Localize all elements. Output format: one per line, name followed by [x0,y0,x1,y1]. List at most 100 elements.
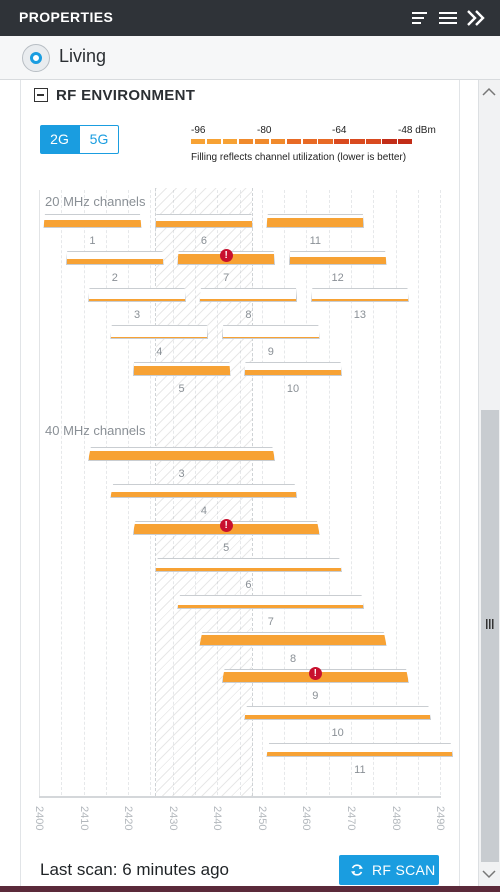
channel-utilization-fill [155,568,342,571]
device-name: Living [59,46,107,66]
channel-bar-3[interactable] [88,288,187,302]
scale-segment [350,139,365,144]
band-2g-button[interactable]: 2G [40,125,79,154]
channel-bar-3[interactable] [88,447,276,461]
scale-segment [254,139,270,144]
scale-segment [238,139,254,144]
channel-number: 6 [200,235,207,247]
channel-utilization-fill [66,258,163,264]
grid-line [350,190,352,795]
x-tick-label: 2490 [434,806,447,831]
x-tick-label: 2410 [77,806,90,831]
channel-bar-6[interactable] [154,558,343,572]
channel-bar-4[interactable] [110,484,298,498]
channel-number: 11 [309,235,322,247]
channel-bar-13[interactable] [310,288,409,302]
channel-utilization-fill [245,715,431,719]
panel-title: PROPERTIES [19,9,114,25]
menu-icon[interactable] [438,9,458,27]
channel-bar-9[interactable] [221,325,320,339]
channel-utilization-fill [89,451,275,460]
channel-number: 6 [245,579,252,591]
scrollbar-grip-icon [484,617,494,629]
grid-line [328,190,330,795]
channel-number: 12 [331,272,344,284]
bottom-strip [0,886,500,892]
x-tick-label: 2470 [344,806,357,831]
channel-number: 11 [354,764,366,776]
channel-utilization-fill [267,218,364,227]
x-tick-label: 2440 [211,806,224,831]
band-5g-button[interactable]: 5G [79,125,119,154]
scroll-up-icon[interactable] [481,84,497,102]
channel-bar-10[interactable] [244,706,432,720]
scale-segment [270,139,286,144]
scale-label: -48 dBm [398,125,436,136]
header: PROPERTIES [0,0,500,36]
channel-bar-11[interactable] [266,743,454,757]
grid-line [417,190,419,795]
grid-line [440,190,442,795]
channel-utilization-fill [133,366,230,375]
channel-utilization-fill [111,491,297,497]
channel-utilization-fill [200,298,297,301]
scale-segment [302,139,317,144]
device-radio[interactable] [22,44,50,72]
sort-icon[interactable] [409,9,429,27]
chart-left-axis [39,190,40,798]
x-tick-label: 2480 [389,806,402,831]
warning-icon[interactable]: ! [219,249,233,262]
group-label-40mhz: 40 MHz channels [45,423,146,438]
scroll-down-icon[interactable] [481,866,497,884]
scrollbar[interactable] [478,80,500,892]
channel-bar-8[interactable] [199,632,387,646]
channel-number: 9 [267,346,274,358]
channel-bar-10[interactable] [244,362,343,376]
x-tick-label: 2460 [300,806,313,831]
channel-bar-5[interactable] [132,362,231,376]
channel-bar-11[interactable] [266,214,365,228]
grid-line [61,190,63,795]
scrollbar-thumb[interactable] [481,410,499,862]
channel-number: 1 [89,235,96,247]
channel-number: 4 [156,346,163,358]
channel-utilization-fill [311,298,408,301]
channel-number: 9 [312,690,319,702]
scale-segment [334,139,349,144]
channel-utilization-fill [44,220,141,227]
channel-bar-7[interactable] [177,595,365,609]
rf-scan-label: RF SCAN [372,862,436,878]
rf-scan-button[interactable]: RF SCAN [339,855,439,885]
scale-label: -80 [257,125,272,136]
scale-segment [398,139,413,144]
chart-baseline [39,796,441,798]
warning-icon[interactable]: ! [308,667,322,680]
device-row[interactable]: Living [0,36,500,80]
refresh-icon [351,864,363,876]
collapse-section-icon[interactable] [34,88,48,102]
collapse-icon[interactable] [466,9,486,27]
scale-label: -64 [332,125,347,136]
channel-utilization-fill [178,605,364,608]
scale-segment [286,139,301,144]
x-tick-label: 2430 [166,806,179,831]
channel-number: 3 [178,468,185,480]
channel-bar-6[interactable] [154,214,253,228]
section-title: RF ENVIRONMENT [56,87,196,104]
grid-line [105,190,107,795]
channel-bar-12[interactable] [288,251,387,265]
scale-segment [382,139,397,144]
grid-line [306,190,308,795]
channel-number: 10 [286,383,300,395]
channel-bar-2[interactable] [65,251,164,265]
channel-utilization-fill [267,752,453,756]
channel-bar-1[interactable] [43,214,142,228]
warning-icon[interactable]: ! [219,519,233,532]
channel-number: 10 [331,727,344,739]
grid-line [83,190,85,795]
channel-number: 5 [223,542,230,554]
channel-bar-8[interactable] [199,288,298,302]
channel-number: 8 [245,309,252,321]
channel-bar-4[interactable] [110,325,209,339]
